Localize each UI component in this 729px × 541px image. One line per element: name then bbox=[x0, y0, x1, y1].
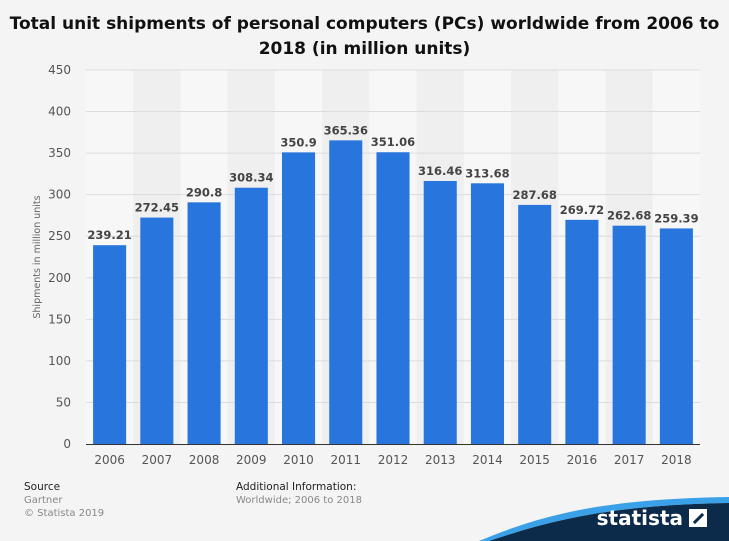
brand-wave bbox=[479, 497, 729, 541]
x-tick-label: 2006 bbox=[94, 453, 125, 467]
bar bbox=[187, 202, 221, 444]
additional-info-block: Additional Information: Worldwide; 2006 … bbox=[236, 481, 362, 507]
data-label: 365.36 bbox=[324, 123, 368, 137]
y-tick-label: 450 bbox=[48, 63, 71, 77]
statista-logo-text: statista bbox=[596, 506, 683, 530]
y-tick-label: 100 bbox=[48, 354, 71, 368]
x-tick-label: 2007 bbox=[142, 453, 173, 467]
x-tick-label: 2008 bbox=[189, 453, 220, 467]
y-tick-label: 250 bbox=[48, 229, 71, 243]
data-label: 313.68 bbox=[465, 166, 509, 180]
data-label: 259.39 bbox=[654, 211, 698, 225]
y-tick-label: 300 bbox=[48, 188, 71, 202]
x-tick-label: 2012 bbox=[378, 453, 409, 467]
x-tick-label: 2014 bbox=[472, 453, 503, 467]
x-tick-label: 2016 bbox=[567, 453, 598, 467]
additional-info-heading: Additional Information: bbox=[236, 481, 357, 493]
bar bbox=[470, 183, 504, 445]
bar bbox=[234, 187, 268, 444]
data-label: 287.68 bbox=[512, 188, 556, 202]
source-line-2: © Statista 2019 bbox=[24, 508, 105, 519]
bar bbox=[140, 217, 174, 444]
statista-logo-icon bbox=[689, 509, 707, 527]
data-label: 350.9 bbox=[280, 135, 316, 149]
data-label: 316.46 bbox=[418, 164, 462, 178]
bar bbox=[612, 225, 646, 444]
data-label: 308.34 bbox=[229, 171, 273, 185]
bar bbox=[565, 219, 599, 444]
x-tick-label: 2015 bbox=[519, 453, 550, 467]
y-tick-label: 0 bbox=[63, 437, 71, 451]
x-tick-label: 2017 bbox=[614, 453, 645, 467]
y-axis-title: Shipments in million units bbox=[32, 195, 43, 318]
data-label: 239.21 bbox=[87, 228, 131, 242]
source-heading: Source bbox=[24, 481, 61, 493]
source-line-1: Gartner bbox=[24, 495, 63, 506]
chart-title: Total unit shipments of personal compute… bbox=[0, 12, 729, 62]
bar bbox=[282, 152, 316, 445]
bar bbox=[376, 152, 410, 444]
brand-wave-accent bbox=[479, 497, 729, 541]
x-tick-label: 2011 bbox=[330, 453, 361, 467]
data-label: 351.06 bbox=[371, 135, 415, 149]
data-label: 262.68 bbox=[607, 209, 651, 223]
y-tick-label: 50 bbox=[56, 395, 71, 409]
chart-title-line-1: Total unit shipments of personal compute… bbox=[9, 14, 720, 34]
brand-wave-shape bbox=[489, 503, 729, 541]
additional-info-line: Worldwide; 2006 to 2018 bbox=[236, 495, 362, 506]
bar bbox=[93, 245, 127, 444]
x-tick-label: 2009 bbox=[236, 453, 267, 467]
y-tick-label: 200 bbox=[48, 271, 71, 285]
data-label: 272.45 bbox=[135, 201, 179, 215]
y-tick-label: 400 bbox=[48, 105, 71, 119]
data-label: 269.72 bbox=[560, 203, 604, 217]
bar bbox=[518, 204, 552, 444]
source-block: Source Gartner © Statista 2019 bbox=[24, 481, 104, 520]
data-label: 290.8 bbox=[186, 185, 222, 199]
bar bbox=[659, 228, 693, 444]
x-tick-label: 2013 bbox=[425, 453, 456, 467]
bar bbox=[329, 140, 363, 444]
chart-title-line-2: 2018 (in million units) bbox=[258, 39, 471, 59]
x-tick-label: 2018 bbox=[661, 453, 692, 467]
y-tick-label: 350 bbox=[48, 146, 71, 160]
y-tick-label: 150 bbox=[48, 312, 71, 326]
statista-logo[interactable]: statista bbox=[597, 506, 707, 530]
bar bbox=[423, 180, 457, 444]
x-tick-label: 2010 bbox=[283, 453, 314, 467]
